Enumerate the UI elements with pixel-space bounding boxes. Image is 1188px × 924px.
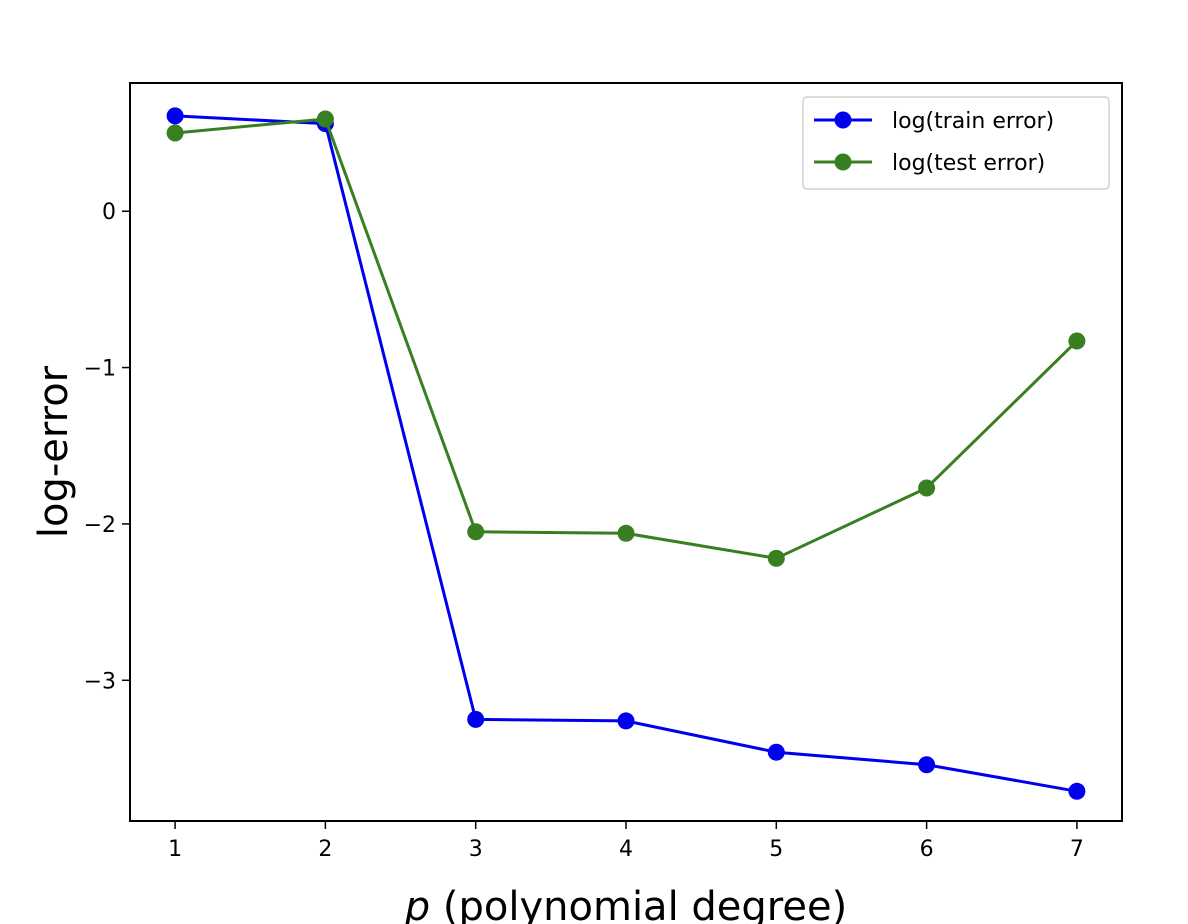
series-layer — [166, 107, 1086, 800]
x-tick-label: 6 — [920, 837, 934, 862]
series-2-point — [467, 523, 485, 541]
y-tick-label: 0 — [102, 200, 116, 225]
y-axis-title: log-error — [31, 365, 77, 538]
series-1-point — [767, 743, 785, 761]
x-axis-title-rest: (polynomial degree) — [430, 884, 847, 924]
y-tick-label: −2 — [84, 513, 116, 538]
series-2-point — [767, 549, 785, 567]
series-2-point — [316, 110, 334, 128]
legend-swatch-marker — [834, 153, 852, 171]
x-tick-label: 4 — [619, 837, 633, 862]
legend-box — [802, 96, 1110, 190]
x-tick-label: 7 — [1070, 837, 1084, 862]
legend-label: log(train error) — [892, 109, 1054, 134]
x-axis-ticks: 1 2 3 4 5 6 7 — [168, 821, 1084, 862]
x-axis-title: p (polynomial degree) — [404, 884, 847, 924]
y-tick-label: −1 — [84, 357, 116, 382]
y-tick-label: −3 — [84, 669, 116, 694]
x-tick-label: 1 — [168, 837, 182, 862]
x-axis-title-variable: p — [404, 884, 430, 924]
legend: log(train error) log(test error) — [802, 96, 1110, 190]
y-axis-ticks: 0 −1 −2 −3 — [84, 200, 130, 694]
series-1-point — [617, 712, 635, 730]
series-2-point — [617, 524, 635, 542]
x-tick-label: 2 — [318, 837, 332, 862]
series-1-point — [166, 107, 184, 125]
plot-frame — [129, 82, 1123, 822]
series-1-point — [467, 710, 485, 728]
series-2-point — [1068, 332, 1086, 350]
series-2-point — [918, 479, 936, 497]
series-1-point — [918, 756, 936, 774]
legend-label: log(test error) — [892, 151, 1045, 176]
legend-swatch-marker — [834, 111, 852, 129]
series-1-point — [1068, 782, 1086, 800]
x-tick-label: 3 — [469, 837, 483, 862]
series-line-1 — [175, 114, 1078, 793]
series-2-point — [166, 124, 184, 142]
x-tick-label: 5 — [769, 837, 783, 862]
